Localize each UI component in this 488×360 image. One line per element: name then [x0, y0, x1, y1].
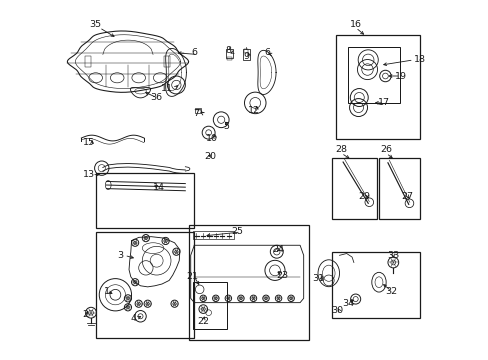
Bar — [243, 49, 249, 60]
Bar — [188, 225, 308, 339]
Text: 23: 23 — [276, 270, 287, 279]
Text: 9: 9 — [243, 52, 249, 61]
Text: 21: 21 — [186, 272, 198, 281]
Bar — [96, 232, 194, 338]
Text: 15: 15 — [82, 138, 94, 147]
Text: 10: 10 — [206, 134, 218, 143]
Bar — [192, 231, 233, 239]
Bar — [96, 173, 194, 228]
Text: 24: 24 — [272, 246, 284, 255]
Text: 33: 33 — [386, 251, 399, 260]
Bar — [332, 252, 419, 318]
Text: 32: 32 — [385, 287, 397, 296]
Text: 27: 27 — [401, 192, 413, 201]
Text: 28: 28 — [335, 145, 346, 154]
Text: 18: 18 — [413, 55, 426, 64]
Bar — [348, 47, 400, 103]
Text: 16: 16 — [349, 19, 361, 28]
Text: 22: 22 — [197, 317, 209, 326]
Bar — [85, 56, 91, 67]
Text: 1: 1 — [103, 287, 109, 296]
Text: 34: 34 — [342, 299, 354, 308]
Bar — [332, 158, 376, 220]
Text: 31: 31 — [311, 274, 324, 283]
Text: 13: 13 — [82, 170, 94, 179]
Text: 4: 4 — [130, 314, 136, 323]
Text: 5: 5 — [223, 122, 229, 131]
Text: 36: 36 — [150, 93, 163, 102]
Text: 11: 11 — [161, 84, 173, 93]
Bar — [226, 57, 231, 60]
Text: 14: 14 — [152, 183, 164, 192]
Text: 2: 2 — [82, 310, 88, 319]
Text: 8: 8 — [225, 46, 231, 55]
Text: 7: 7 — [193, 109, 199, 118]
Text: 30: 30 — [331, 306, 343, 315]
Text: 19: 19 — [394, 72, 406, 81]
Bar — [195, 108, 201, 113]
Bar — [163, 56, 170, 67]
Text: 6: 6 — [264, 48, 270, 57]
Bar — [225, 49, 233, 58]
Bar — [244, 49, 248, 53]
Bar — [378, 158, 419, 220]
Text: 20: 20 — [204, 152, 216, 161]
Bar — [192, 282, 226, 329]
Text: 17: 17 — [378, 98, 389, 107]
Text: 26: 26 — [379, 145, 391, 154]
Text: 3: 3 — [118, 251, 123, 260]
Text: 35: 35 — [89, 19, 102, 28]
Bar — [335, 35, 419, 139]
Text: 6: 6 — [191, 48, 197, 57]
Text: 12: 12 — [247, 105, 259, 114]
Text: 25: 25 — [231, 228, 243, 237]
Text: 29: 29 — [358, 192, 370, 201]
